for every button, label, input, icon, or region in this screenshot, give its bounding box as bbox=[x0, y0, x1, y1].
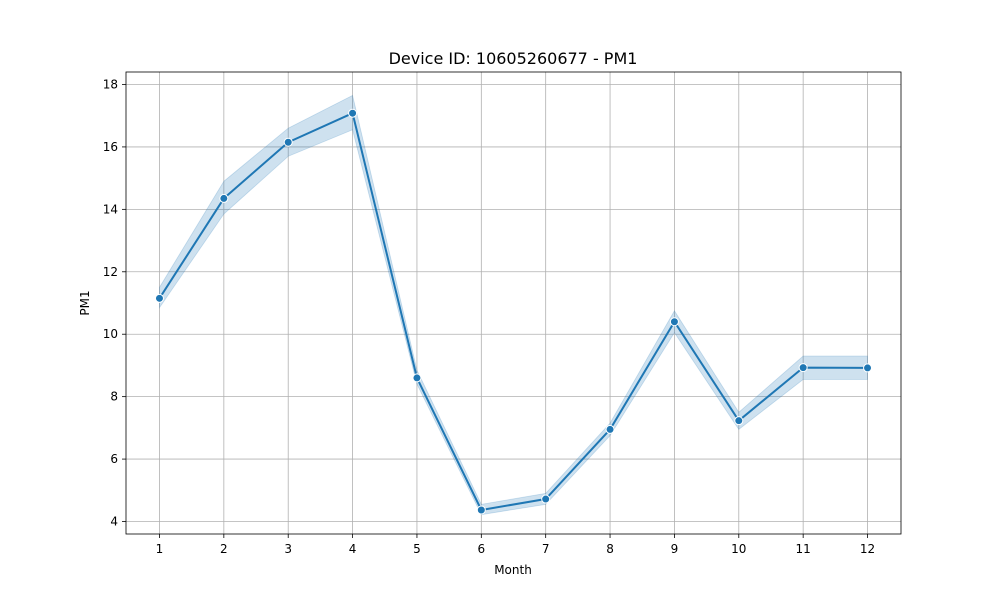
y-tick-label: 4 bbox=[110, 515, 118, 529]
x-tick-label: 9 bbox=[671, 542, 679, 556]
y-axis-label: PM1 bbox=[78, 290, 92, 315]
plot-frame bbox=[125, 71, 902, 535]
y-axis-ticks: 4 6 8 10 12 14 16 18 bbox=[103, 77, 126, 529]
y-tick-label: 6 bbox=[110, 452, 118, 466]
y-tick-label: 8 bbox=[110, 390, 118, 404]
series-line bbox=[158, 112, 868, 511]
y-tick-label: 18 bbox=[103, 77, 118, 91]
y-tick-label: 14 bbox=[103, 202, 118, 216]
x-axis-ticks: 1 2 3 4 5 6 7 8 9 10 11 12 bbox=[156, 534, 875, 556]
data-point bbox=[798, 363, 808, 373]
x-tick-label: 11 bbox=[796, 542, 811, 556]
data-lines bbox=[158, 112, 868, 511]
confidence-bands bbox=[159, 94, 868, 516]
grid-lines bbox=[126, 72, 901, 534]
data-point bbox=[412, 373, 422, 383]
data-point bbox=[734, 416, 744, 426]
y-tick-label: 16 bbox=[103, 140, 118, 154]
x-tick-label: 7 bbox=[542, 542, 550, 556]
x-axis-label: Month bbox=[494, 563, 532, 577]
x-tick-label: 3 bbox=[284, 542, 292, 556]
data-point bbox=[605, 424, 615, 434]
x-tick-label: 4 bbox=[349, 542, 357, 556]
data-point bbox=[219, 193, 229, 203]
data-point bbox=[669, 317, 679, 327]
x-tick-label: 1 bbox=[156, 542, 164, 556]
confidence-band bbox=[159, 94, 868, 516]
data-point bbox=[283, 137, 293, 147]
x-tick-label: 12 bbox=[860, 542, 875, 556]
y-tick-label: 12 bbox=[103, 265, 118, 279]
x-tick-label: 10 bbox=[731, 542, 746, 556]
x-tick-label: 2 bbox=[220, 542, 228, 556]
data-markers bbox=[154, 108, 873, 515]
data-point bbox=[476, 505, 486, 515]
chart-title: Device ID: 10605260677 - PM1 bbox=[389, 49, 638, 68]
x-tick-label: 5 bbox=[413, 542, 421, 556]
x-tick-label: 8 bbox=[606, 542, 614, 556]
data-point bbox=[541, 494, 551, 504]
data-point bbox=[348, 108, 358, 118]
y-tick-label: 10 bbox=[103, 327, 118, 341]
x-tick-label: 6 bbox=[477, 542, 485, 556]
data-point bbox=[863, 363, 873, 373]
data-point bbox=[154, 293, 164, 303]
